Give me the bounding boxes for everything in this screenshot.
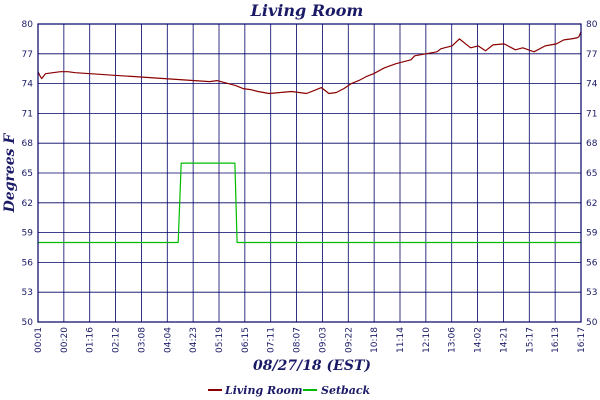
x-tick-label: 08:07 [293, 327, 303, 353]
x-tick-label: 04:04 [163, 327, 173, 353]
x-tick-label: 07:11 [267, 327, 277, 353]
y-tick-label-left: 65 [22, 169, 33, 179]
x-tick-label: 16:13 [551, 327, 561, 353]
x-tick-label: 00:20 [60, 327, 70, 353]
x-tick-label: 09:22 [344, 327, 354, 353]
y-tick-label-right: 68 [586, 139, 598, 149]
axes: 50 50 53 53 56 56 59 59 62 62 65 65 68 68 71 71 74 74 77 77… [22, 20, 598, 353]
plot-frame [37, 23, 582, 323]
x-axis-label: 08/27/18 (EST) [253, 358, 371, 374]
y-tick-label-right: 53 [586, 288, 597, 298]
series-line-living-room [37, 31, 582, 95]
y-tick-label-right: 62 [586, 199, 597, 209]
x-tick-label: 09:03 [318, 327, 328, 353]
y-tick-label-right: 56 [586, 258, 598, 268]
x-tick-label: 13:06 [448, 327, 458, 353]
y-tick-label-left: 80 [22, 20, 34, 30]
y-tick-label-left: 68 [22, 139, 34, 149]
y-tick-label-right: 65 [586, 169, 597, 179]
x-tick-label: 02:12 [112, 327, 122, 353]
x-tick-label: 06:15 [241, 327, 251, 353]
x-tick-label: 11:14 [396, 327, 406, 353]
x-tick-label: 16:17 [577, 327, 587, 353]
legend-label-setback: Setback [321, 384, 371, 397]
x-tick-label: 05:19 [215, 327, 225, 353]
y-tick-label-right: 80 [586, 20, 598, 30]
y-tick-label-left: 77 [22, 50, 33, 60]
chart-title: Living Room [250, 1, 364, 20]
x-tick-label: 10:18 [370, 327, 380, 353]
y-tick-label-right: 77 [586, 50, 597, 60]
series-line-setback [38, 162, 581, 244]
x-tick-label: 14:02 [474, 327, 484, 353]
y-tick-label-left: 53 [22, 288, 33, 298]
x-tick-label: 03:08 [137, 327, 147, 353]
y-tick-label-right: 71 [586, 109, 597, 119]
series-lines [37, 31, 582, 244]
y-axis-label: Degrees F [2, 133, 18, 214]
y-tick-label-right: 74 [586, 80, 598, 90]
x-tick-label: 15:17 [525, 327, 535, 353]
legend-label-living-room: Living Room [224, 384, 302, 397]
grid [37, 23, 582, 323]
x-tick-label: 00:01 [34, 327, 44, 353]
x-tick-label: 01:16 [86, 327, 96, 353]
x-tick-label: 04:23 [189, 327, 199, 353]
legend: Living Room Setback [208, 384, 371, 397]
y-tick-label-left: 74 [22, 80, 34, 90]
y-tick-label-right: 50 [586, 318, 598, 328]
y-tick-label-left: 62 [22, 199, 33, 209]
y-tick-label-left: 71 [22, 109, 33, 119]
y-tick-label-left: 50 [22, 318, 34, 328]
x-tick-label: 14:21 [499, 327, 509, 353]
y-tick-label-left: 59 [22, 229, 34, 239]
x-tick-label: 12:10 [422, 327, 432, 353]
y-tick-label-left: 56 [22, 258, 34, 268]
y-tick-label-right: 59 [586, 229, 598, 239]
